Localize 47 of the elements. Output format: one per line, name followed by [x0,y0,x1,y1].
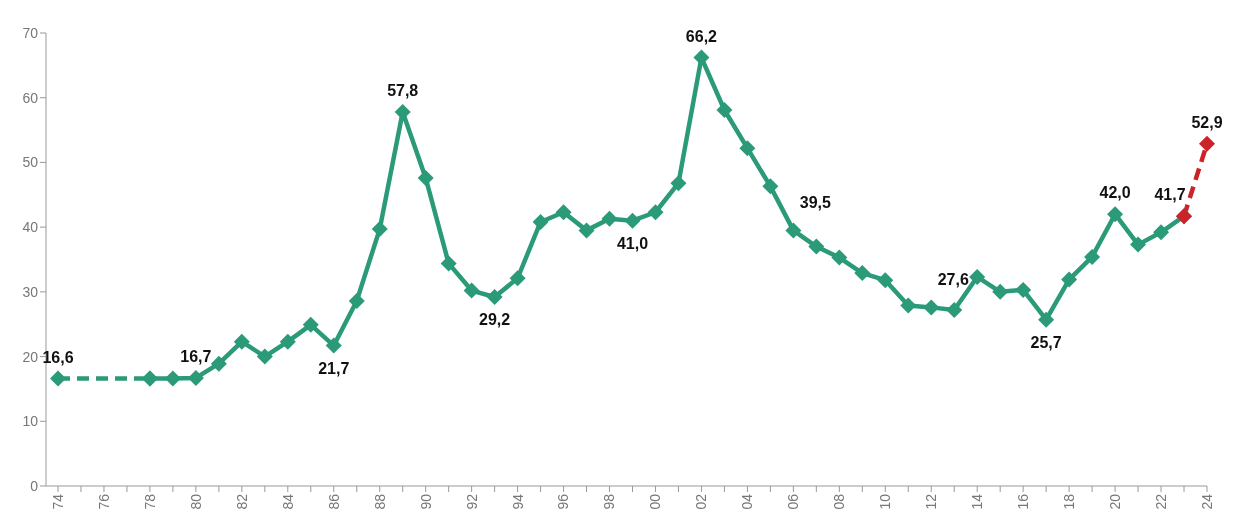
x-tick-label: 14 [969,493,986,510]
x-tick-label: 04 [739,493,756,510]
x-tick-label: 22 [1152,493,1169,510]
x-tick-label: 20 [1107,493,1124,510]
x-tick-label: 74 [49,493,66,510]
x-tick-label: 00 [647,493,664,510]
x-tick-label: 88 [371,493,388,510]
x-tick-label: 18 [1061,493,1078,510]
data-label: 16,7 [180,347,212,365]
x-tick-label: 08 [831,493,848,510]
y-tick-label: 60 [22,89,39,106]
x-tick-label: 80 [187,493,204,510]
x-tick-label: 90 [417,493,434,510]
x-tick-label: 24 [1198,493,1215,510]
y-tick-label: 50 [22,154,39,171]
x-tick-label: 86 [325,493,342,510]
x-tick-label: 02 [693,493,710,510]
data-label: 57,8 [387,81,419,99]
x-tick-label: 76 [95,493,112,510]
data-label: 27,6 [937,271,969,289]
data-label: 42,0 [1099,184,1131,202]
x-tick-label: 98 [601,493,618,510]
data-label: 52,9 [1191,113,1223,131]
x-tick-label: 10 [877,493,894,510]
data-label: 25,7 [1030,333,1062,351]
y-tick-label: 10 [22,413,39,430]
y-tick-label: 30 [22,283,39,300]
x-tick-label: 06 [785,493,802,510]
x-tick-label: 78 [141,493,158,510]
y-tick-label: 70 [22,24,39,41]
x-tick-label: 96 [555,493,572,510]
x-tick-label: 84 [279,493,296,510]
data-label: 16,6 [42,348,74,366]
y-tick-label: 40 [22,219,39,236]
x-tick-label: 94 [509,493,526,510]
x-tick-label: 12 [923,493,940,510]
data-label: 66,2 [685,27,718,45]
x-tick-label: 82 [233,493,250,510]
data-label: 39,5 [799,194,832,212]
y-tick-label: 0 [30,477,39,494]
data-label: 41,7 [1154,186,1186,204]
y-tick-label: 20 [22,348,39,365]
x-tick-label: 92 [463,493,480,510]
data-label: 21,7 [318,359,350,377]
x-tick-label: 16 [1015,493,1032,510]
data-label: 29,2 [479,311,511,329]
data-label: 41,0 [616,234,649,252]
